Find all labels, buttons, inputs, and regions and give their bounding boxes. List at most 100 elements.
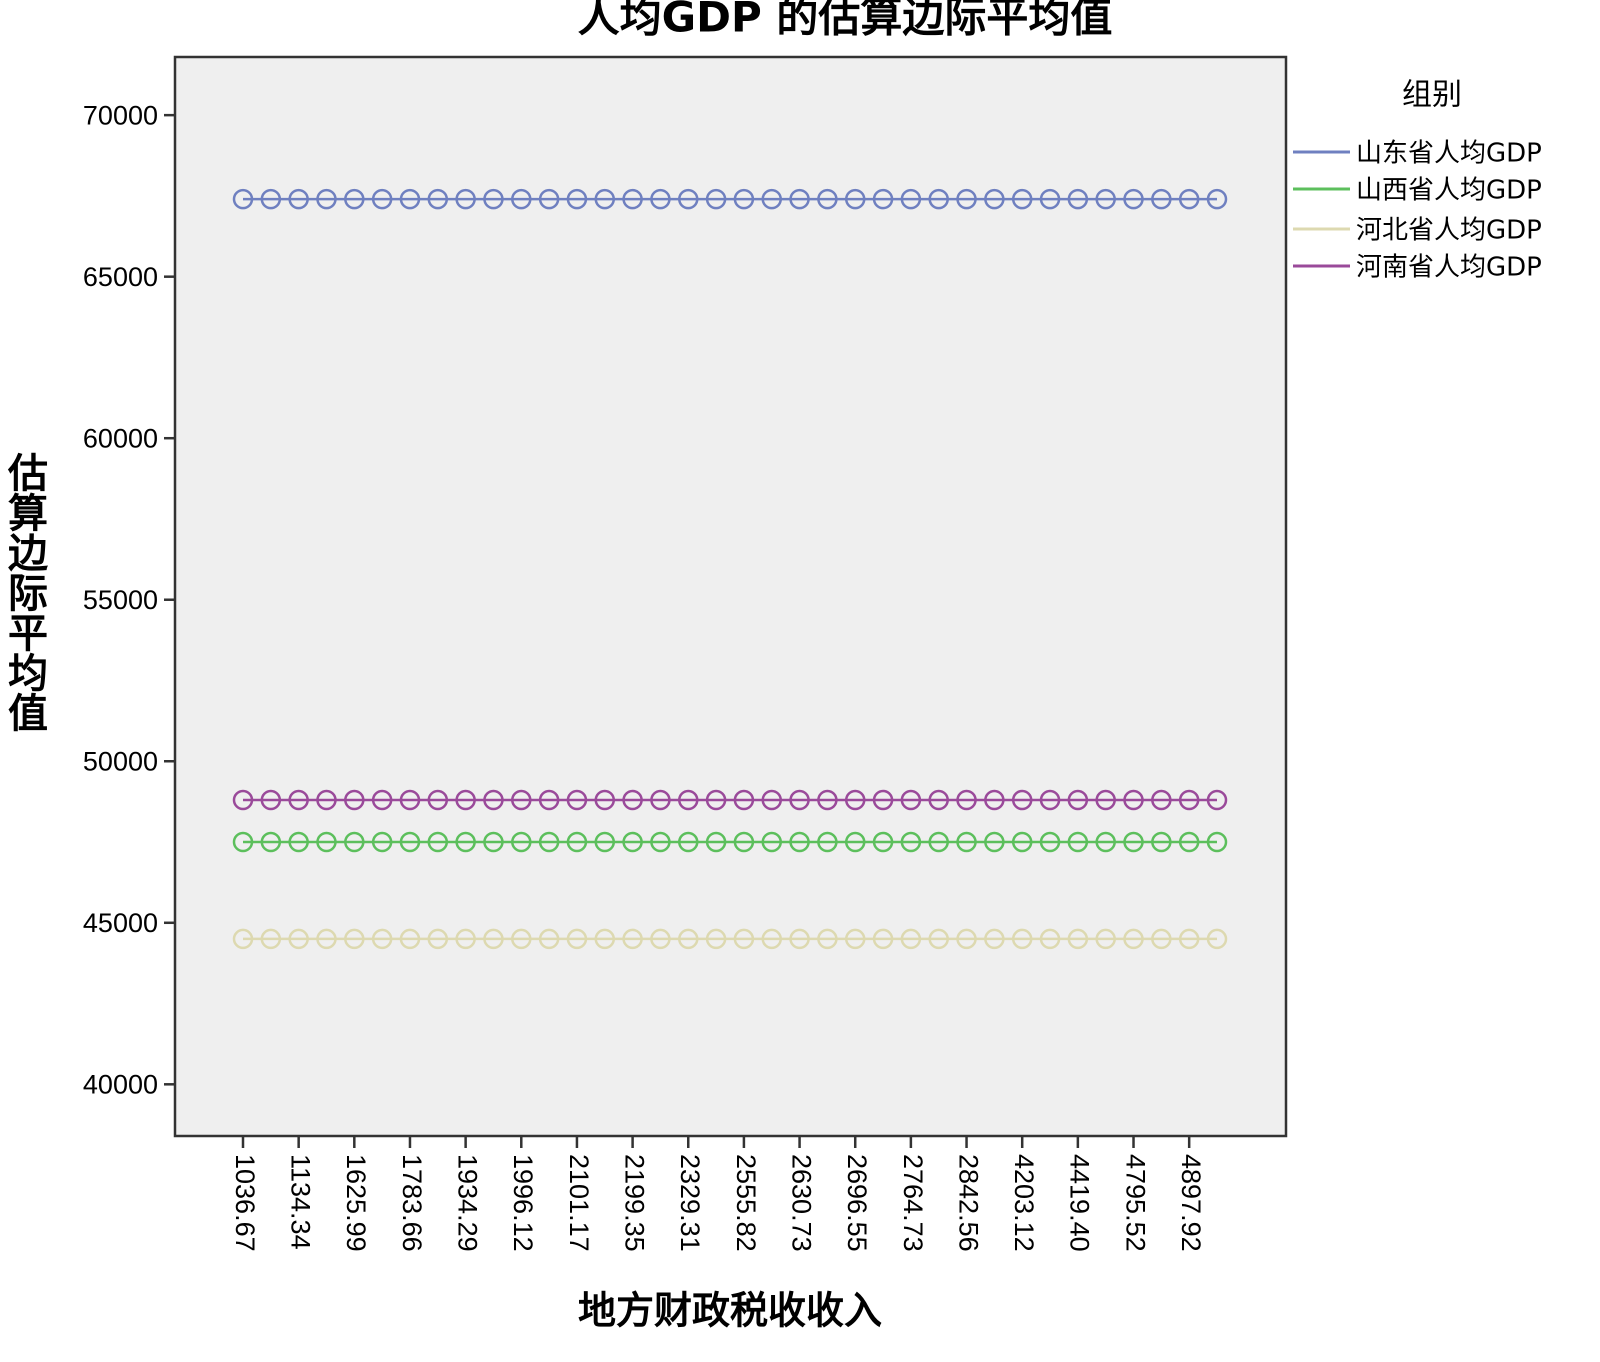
data-point: [1095, 928, 1116, 950]
data-point: [316, 188, 337, 210]
y-tick-label: 55000: [83, 585, 158, 615]
data-point: [844, 188, 866, 210]
data-point: [705, 789, 727, 811]
data-point: [399, 928, 421, 950]
x-tick-label: 1783.66: [397, 1154, 427, 1252]
data-point: [705, 188, 727, 210]
data-point: [789, 789, 810, 811]
data-point: [344, 188, 365, 210]
data-point: [817, 831, 838, 853]
chart-title: 人均GDP 的估算边际平均值: [578, 0, 1113, 42]
data-point: [650, 188, 671, 210]
data-point: [705, 928, 727, 950]
x-axis-title: 地方财政税收收入: [578, 1289, 882, 1333]
data-point: [566, 188, 588, 210]
data-point: [483, 928, 504, 950]
data-point: [761, 928, 782, 950]
data-point: [928, 928, 949, 950]
data-point: [232, 831, 254, 853]
x-tick-label: 1996.12: [508, 1154, 538, 1252]
data-point: [678, 928, 699, 950]
data-point: [984, 789, 1005, 811]
x-tick-label: 2696.55: [842, 1154, 872, 1252]
data-point: [817, 928, 838, 950]
data-point: [872, 831, 894, 853]
data-point: [1206, 789, 1228, 811]
legend-label: 河北省人均GDP: [1356, 216, 1542, 246]
y-axis-title: 估算边际平均值: [1, 452, 49, 732]
x-tick-label: 4897.92: [1176, 1154, 1206, 1252]
data-point: [1178, 188, 1200, 210]
data-point: [844, 831, 866, 853]
data-point: [928, 789, 949, 811]
x-tick-label: 4795.52: [1120, 1154, 1150, 1252]
data-point: [371, 928, 393, 950]
data-point: [427, 188, 449, 210]
data-point: [1067, 188, 1089, 210]
data-point: [566, 789, 588, 811]
data-point: [232, 928, 254, 950]
data-point: [733, 928, 755, 950]
data-point: [928, 188, 949, 210]
data-point: [789, 831, 810, 853]
data-point: [260, 789, 282, 811]
data-point: [344, 928, 365, 950]
data-point: [455, 928, 476, 950]
data-point: [455, 188, 476, 210]
data-point: [371, 789, 393, 811]
data-point: [1206, 831, 1228, 853]
data-point: [789, 928, 810, 950]
data-point: [817, 188, 838, 210]
data-point: [678, 789, 699, 811]
data-point: [984, 188, 1005, 210]
data-point: [594, 188, 616, 210]
data-point: [900, 789, 922, 811]
x-tick-label: 2842.56: [953, 1154, 983, 1252]
data-point: [900, 831, 922, 853]
data-point: [455, 789, 476, 811]
data-point: [483, 831, 504, 853]
data-point: [650, 789, 671, 811]
data-point: [483, 789, 504, 811]
data-point: [427, 789, 449, 811]
data-point: [511, 188, 532, 210]
data-point: [844, 928, 866, 950]
x-tick-label: 2764.73: [898, 1154, 928, 1252]
data-point: [260, 928, 282, 950]
x-tick-label: 1134.34: [286, 1154, 316, 1250]
legend-label: 河南省人均GDP: [1356, 253, 1542, 283]
data-point: [872, 188, 894, 210]
data-point: [1151, 789, 1172, 811]
data-point: [511, 831, 532, 853]
data-point: [900, 188, 922, 210]
data-point: [427, 928, 449, 950]
data-point: [1151, 831, 1172, 853]
x-tick-label: 2199.35: [619, 1154, 649, 1252]
data-point: [260, 831, 282, 853]
plot-area: [173, 55, 1288, 1138]
data-point: [399, 831, 421, 853]
data-point: [1039, 188, 1061, 210]
x-tick-label: 1625.99: [341, 1154, 371, 1252]
data-point: [538, 831, 560, 853]
x-tick-label: 1036.67: [230, 1154, 260, 1252]
data-point: [371, 188, 393, 210]
data-point: [984, 928, 1005, 950]
data-point: [622, 928, 643, 950]
data-point: [1039, 831, 1061, 853]
data-point: [733, 789, 755, 811]
data-point: [1123, 789, 1144, 811]
data-point: [316, 928, 337, 950]
x-tick-label: 2329.31: [675, 1154, 705, 1252]
y-tick-label: 65000: [83, 262, 158, 292]
x-tick-label: 2101.17: [564, 1154, 594, 1252]
data-point: [900, 928, 922, 950]
data-point: [622, 831, 643, 853]
data-point: [872, 789, 894, 811]
data-point: [1123, 831, 1144, 853]
data-point: [1123, 188, 1144, 210]
data-point: [1178, 831, 1200, 853]
data-point: [678, 831, 699, 853]
